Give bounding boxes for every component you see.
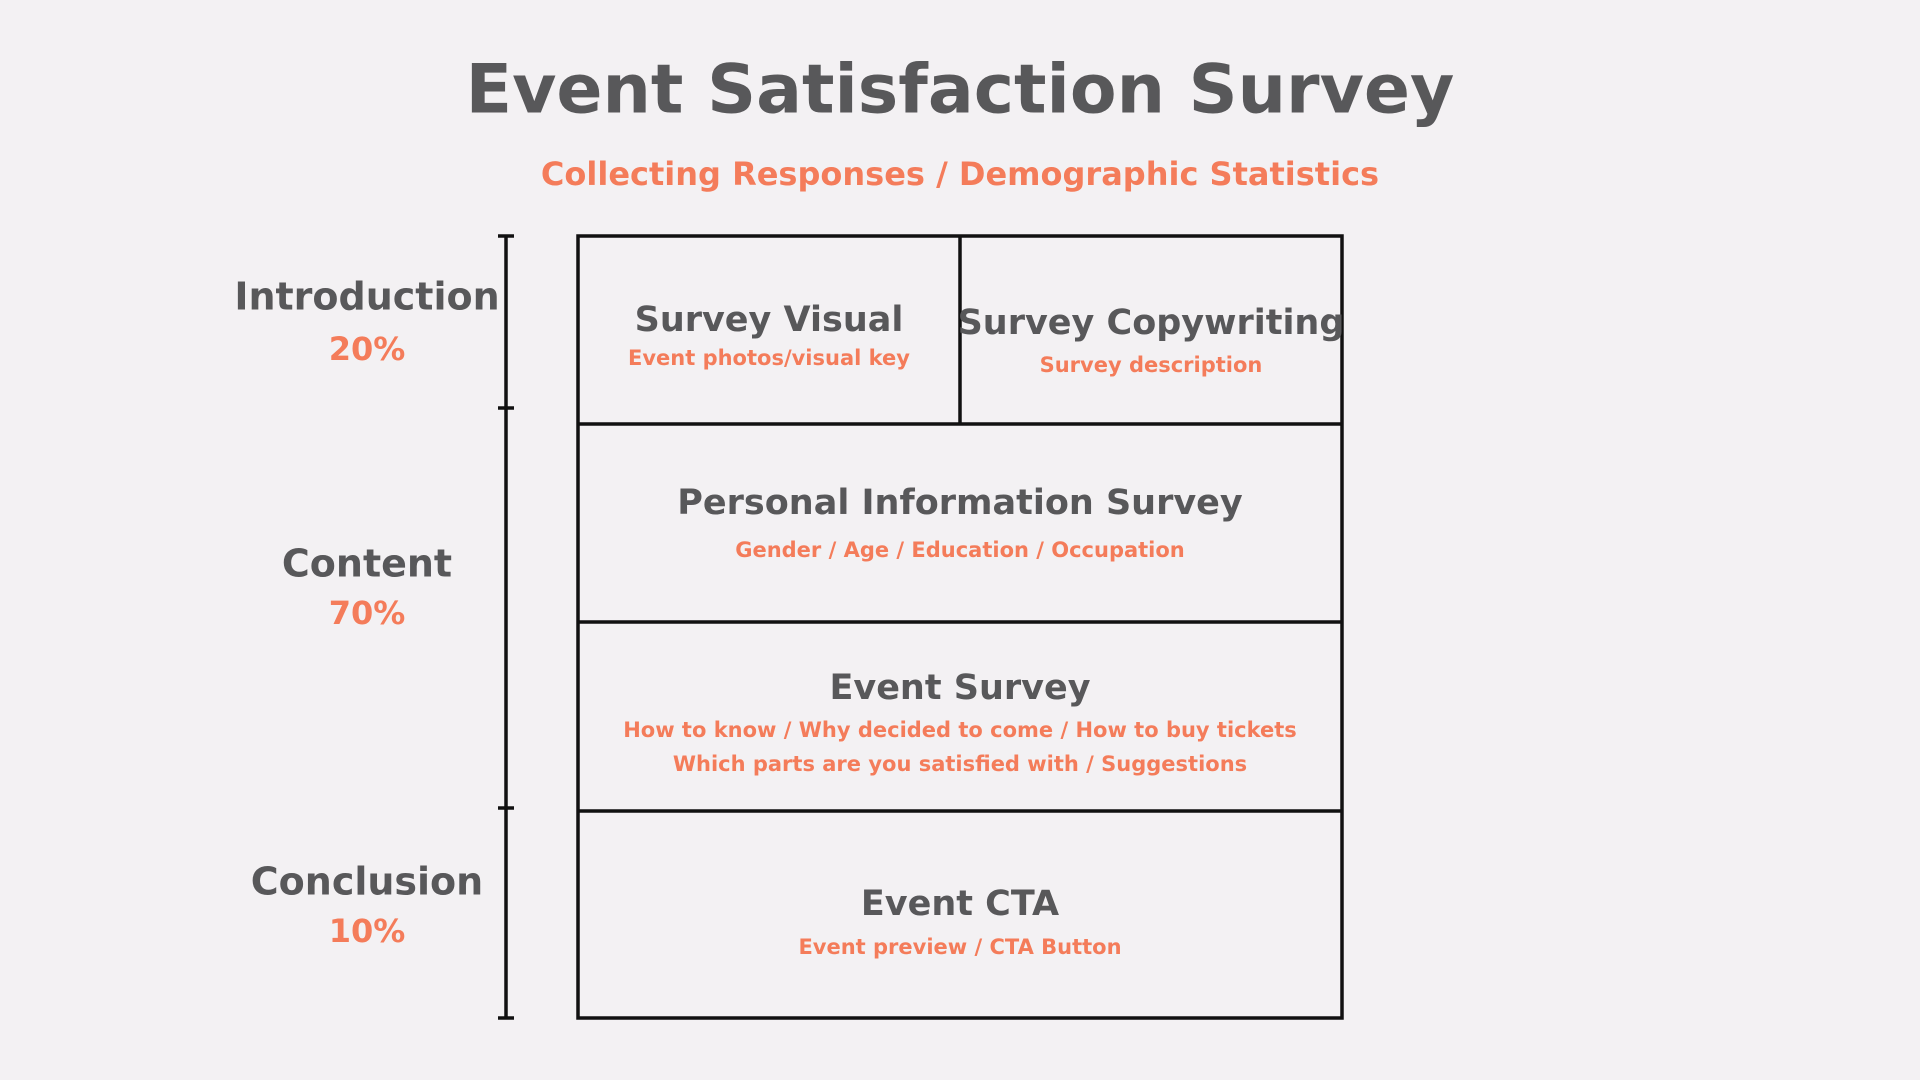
- block-text: Event preview / CTA Button: [798, 935, 1121, 959]
- section-label: Introduction: [234, 275, 499, 319]
- block-title: Survey Visual: [635, 300, 904, 340]
- title: Event Satisfaction Survey: [466, 51, 1455, 130]
- section-label: Content: [282, 542, 452, 586]
- section-percent: 20%: [329, 330, 406, 368]
- layout-frame: [576, 234, 1344, 1020]
- block-text: Gender / Age / Education / Occupation: [735, 538, 1185, 562]
- section-percent: 10%: [329, 912, 406, 950]
- block-text: Which parts are you satisfied with / Sug…: [673, 752, 1247, 776]
- block-text: Event photos/visual key: [628, 346, 910, 370]
- bracket: [498, 234, 514, 1020]
- block-title: Event CTA: [861, 884, 1059, 924]
- section-label: Conclusion: [251, 860, 483, 904]
- block-text: How to know / Why decided to come / How …: [623, 718, 1297, 742]
- block-text: Survey description: [1040, 353, 1263, 377]
- block-title: Event Survey: [829, 668, 1090, 708]
- section-percent: 70%: [329, 594, 406, 632]
- subtitle: Collecting Responses / Demographic Stati…: [541, 155, 1379, 193]
- block-title: Survey Copywriting: [958, 303, 1345, 343]
- block-title: Personal Information Survey: [677, 483, 1243, 523]
